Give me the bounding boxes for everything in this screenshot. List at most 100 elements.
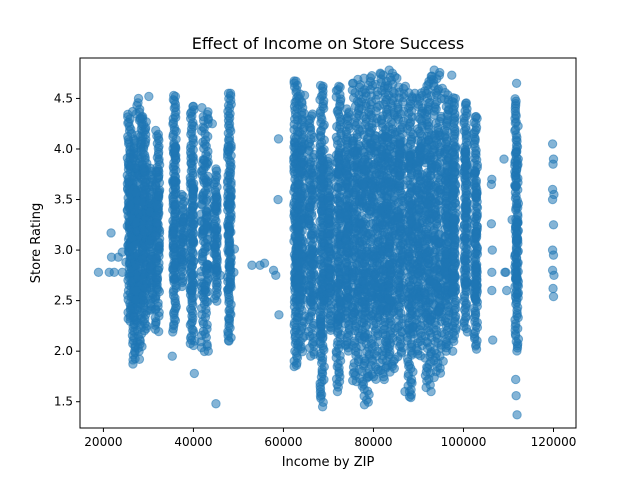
data-point [325,207,335,218]
data-point [459,147,470,157]
data-point [307,109,318,119]
data-point [348,175,358,185]
data-point [211,164,221,174]
data-point [304,202,315,212]
data-point [225,168,236,178]
data-point [168,228,178,239]
data-point [226,201,236,211]
data-point [222,177,233,188]
data-point [154,190,164,201]
data-point [412,241,422,251]
data-point [224,282,235,292]
data-point [295,167,306,177]
data-point [447,159,458,169]
data-point [307,230,318,240]
data-point [448,241,459,252]
data-point [472,287,482,297]
data-point [154,166,164,177]
data-point [448,255,458,265]
data-point [510,292,521,302]
data-point [152,217,162,228]
data-point [188,247,198,257]
data-point [511,199,522,209]
data-point [317,321,327,331]
data-point [223,230,233,240]
data-point [395,153,405,163]
data-point [198,158,208,169]
data-point [383,247,393,258]
data-point [170,201,180,212]
data-point [226,215,236,226]
data-point [168,192,178,202]
data-point [151,125,161,136]
data-point [357,297,367,307]
data-point [471,295,481,305]
data-point [510,94,520,104]
data-point [394,181,405,191]
data-point [197,103,207,113]
data-point [429,144,440,154]
data-point [169,164,179,174]
data-point [295,232,305,243]
data-point [403,287,413,298]
data-point [470,167,481,177]
data-point [176,238,186,249]
data-point [434,306,444,317]
data-point [332,280,343,291]
data-point [169,145,180,156]
data-point [304,216,314,226]
data-point [185,211,196,222]
data-point [186,262,197,272]
data-point [462,244,472,255]
data-point [306,246,317,256]
data-point [315,310,326,321]
data-point [383,165,394,175]
data-point [449,150,460,161]
data-point [447,191,458,201]
data-point [319,144,329,155]
chart-title: Effect of Income on Store Success [192,34,464,53]
data-point [461,233,471,244]
data-point [459,220,470,230]
data-point [429,247,439,258]
data-point [471,263,482,273]
data-point [385,236,395,246]
data-point [461,199,471,210]
data-point [188,185,199,195]
data-point [383,275,394,286]
data-point [209,240,220,250]
data-point [470,278,481,289]
data-point [395,282,406,292]
data-point [422,199,433,210]
data-point [150,230,161,241]
data-point [196,209,206,219]
data-point [188,151,198,162]
data-point [420,145,430,155]
data-point [395,139,405,149]
data-point [199,178,209,188]
data-point [332,320,343,330]
data-point [151,200,162,211]
data-point [340,158,351,168]
data-point [461,277,472,287]
data-point [323,256,333,267]
data-point [295,189,306,200]
data-point [472,211,482,221]
data-point [449,225,459,235]
data-point [307,189,318,200]
data-point [450,283,460,293]
data-point [294,221,304,231]
data-point [357,318,367,328]
data-point [295,89,305,99]
data-point [396,270,406,280]
data-point [432,159,443,169]
data-point [198,188,209,198]
data-point [186,281,197,292]
data-point [360,332,370,343]
data-point [392,212,403,223]
data-point [308,268,319,278]
data-point [151,284,162,294]
data-point [429,209,439,220]
data-point [376,265,387,276]
